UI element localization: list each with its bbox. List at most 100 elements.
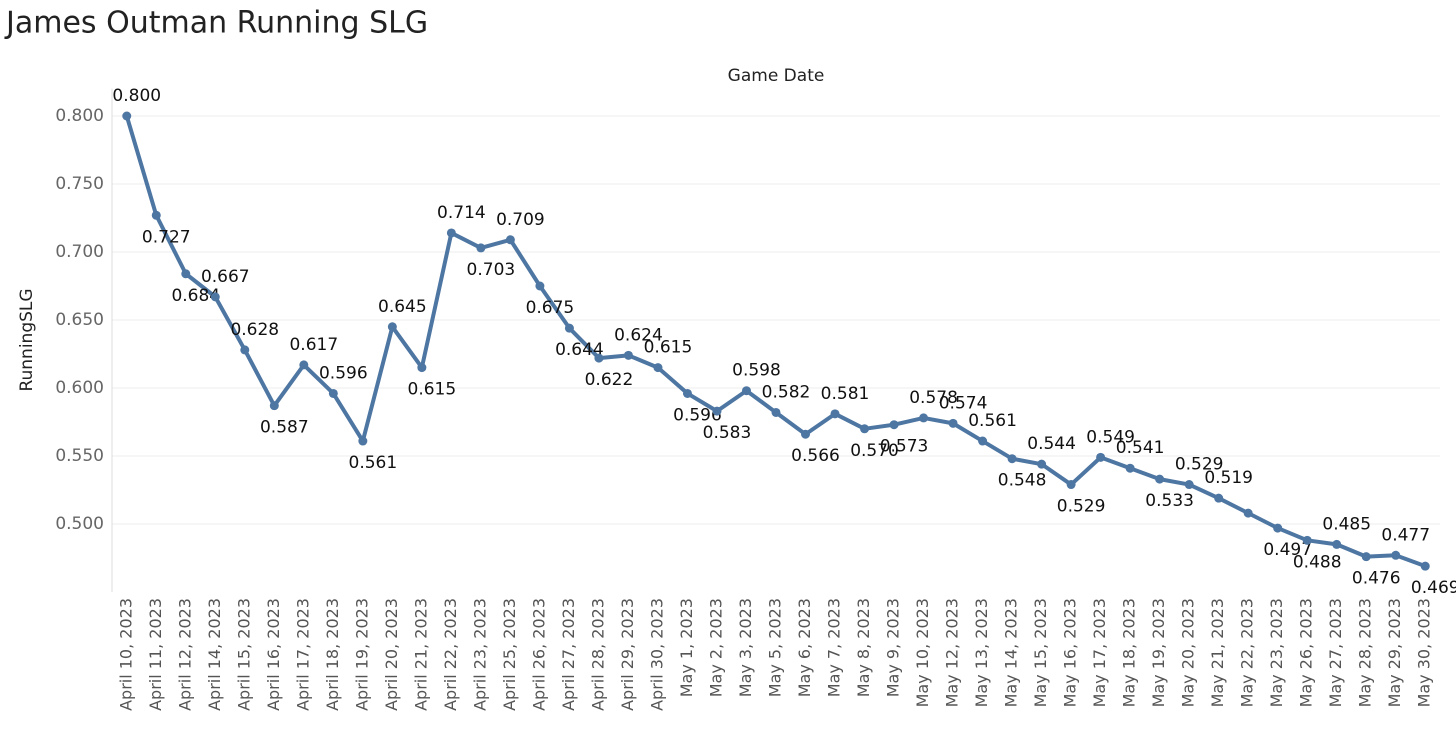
value-label: 0.596 [319, 363, 368, 383]
x-tick-label: April 25, 2023 [500, 598, 519, 711]
point [181, 269, 191, 279]
point [623, 350, 633, 360]
value-label: 0.541 [1116, 438, 1165, 458]
x-tick-label: May 29, 2023 [1385, 598, 1404, 707]
value-label: 0.800 [112, 86, 161, 106]
point [948, 418, 958, 428]
x-tick-label: April 16, 2023 [264, 598, 283, 711]
value-label: 0.617 [289, 335, 338, 355]
value-label: 0.587 [260, 418, 309, 438]
point [1096, 452, 1106, 462]
point [1214, 493, 1224, 503]
x-tick-label: April 22, 2023 [441, 598, 460, 711]
x-tick-label: April 17, 2023 [293, 598, 312, 711]
value-label: 0.488 [1293, 552, 1342, 572]
value-label: 0.574 [939, 393, 988, 413]
x-tick-label: May 26, 2023 [1297, 598, 1316, 707]
point [151, 210, 161, 220]
value-label: 0.476 [1352, 569, 1401, 589]
value-label: 0.519 [1204, 468, 1253, 488]
value-label: 0.583 [703, 423, 752, 443]
x-tick-label: April 10, 2023 [116, 598, 135, 711]
value-label: 0.485 [1322, 514, 1371, 534]
value-label: 0.529 [1057, 497, 1106, 517]
x-tick-label: May 1, 2023 [677, 598, 696, 697]
value-label: 0.703 [467, 260, 516, 280]
x-tick-label: April 18, 2023 [323, 598, 342, 711]
point [476, 243, 486, 253]
x-tick-label: May 27, 2023 [1326, 598, 1345, 707]
value-label: 0.549 [1086, 427, 1135, 447]
value-label: 0.714 [437, 203, 486, 223]
value-label: 0.581 [821, 384, 870, 404]
point [741, 386, 751, 396]
x-tick-label: April 14, 2023 [205, 598, 224, 711]
point [417, 363, 427, 373]
point [210, 292, 220, 302]
point [1243, 508, 1253, 518]
y-tick-label: 0.750 [55, 174, 104, 194]
x-tick-label: April 28, 2023 [588, 598, 607, 711]
x-tick-label: May 5, 2023 [766, 598, 785, 697]
point [830, 409, 840, 419]
point [919, 413, 929, 423]
value-label: 0.578 [909, 388, 958, 408]
x-tick-label: May 17, 2023 [1090, 598, 1109, 707]
x-tick-label: April 26, 2023 [529, 598, 548, 711]
x-tick-label: April 12, 2023 [175, 598, 194, 711]
point [269, 401, 279, 411]
x-tick-label: May 20, 2023 [1179, 598, 1198, 707]
value-label: 0.573 [880, 437, 929, 457]
x-tick-label: May 13, 2023 [972, 598, 991, 707]
value-label: 0.582 [762, 382, 811, 402]
x-tick-label: April 19, 2023 [352, 598, 371, 711]
value-label: 0.667 [201, 267, 250, 287]
x-tick-label: May 30, 2023 [1415, 598, 1434, 707]
point [978, 436, 988, 446]
value-label: 0.477 [1381, 525, 1430, 545]
x-axis-title: Game Date [728, 66, 825, 86]
point [1184, 480, 1194, 490]
value-label: 0.645 [378, 297, 427, 317]
x-tick-label: May 16, 2023 [1061, 598, 1080, 707]
value-label: 0.596 [673, 405, 722, 425]
point [358, 436, 368, 446]
value-label: 0.561 [968, 411, 1017, 431]
x-tick-label: May 6, 2023 [795, 598, 814, 697]
value-label: 0.566 [791, 446, 840, 466]
x-tick-label: May 22, 2023 [1238, 598, 1257, 707]
y-tick-label: 0.700 [55, 242, 104, 262]
point [1037, 459, 1047, 469]
value-label: 0.561 [349, 453, 398, 473]
value-label: 0.570 [850, 441, 899, 461]
x-tick-label: May 10, 2023 [913, 598, 932, 707]
x-tick-label: May 7, 2023 [825, 598, 844, 697]
value-label: 0.709 [496, 210, 545, 230]
x-tick-label: April 21, 2023 [411, 598, 430, 711]
point [564, 323, 574, 333]
point [240, 345, 250, 355]
y-tick-label: 0.500 [55, 514, 104, 534]
x-tick-label: May 15, 2023 [1031, 598, 1050, 707]
x-tick-label: April 30, 2023 [647, 598, 666, 711]
value-label: 0.675 [526, 298, 575, 318]
point [122, 111, 132, 121]
point [1155, 474, 1165, 484]
value-label: 0.533 [1145, 491, 1194, 511]
y-axis-title: RunningSLG [17, 288, 37, 391]
x-tick-label: April 23, 2023 [470, 598, 489, 711]
point [1332, 539, 1342, 549]
x-tick-label: May 2, 2023 [706, 598, 725, 697]
value-label: 0.529 [1175, 455, 1224, 475]
point [889, 420, 899, 430]
value-label: 0.544 [1027, 434, 1076, 454]
x-tick-label: May 18, 2023 [1120, 598, 1139, 707]
point [682, 388, 692, 398]
x-tick-label: May 23, 2023 [1267, 598, 1286, 707]
point [1066, 480, 1076, 490]
point [1273, 523, 1283, 533]
x-tick-label: April 11, 2023 [146, 598, 165, 711]
value-label: 0.469 [1411, 578, 1456, 598]
point [1302, 535, 1312, 545]
